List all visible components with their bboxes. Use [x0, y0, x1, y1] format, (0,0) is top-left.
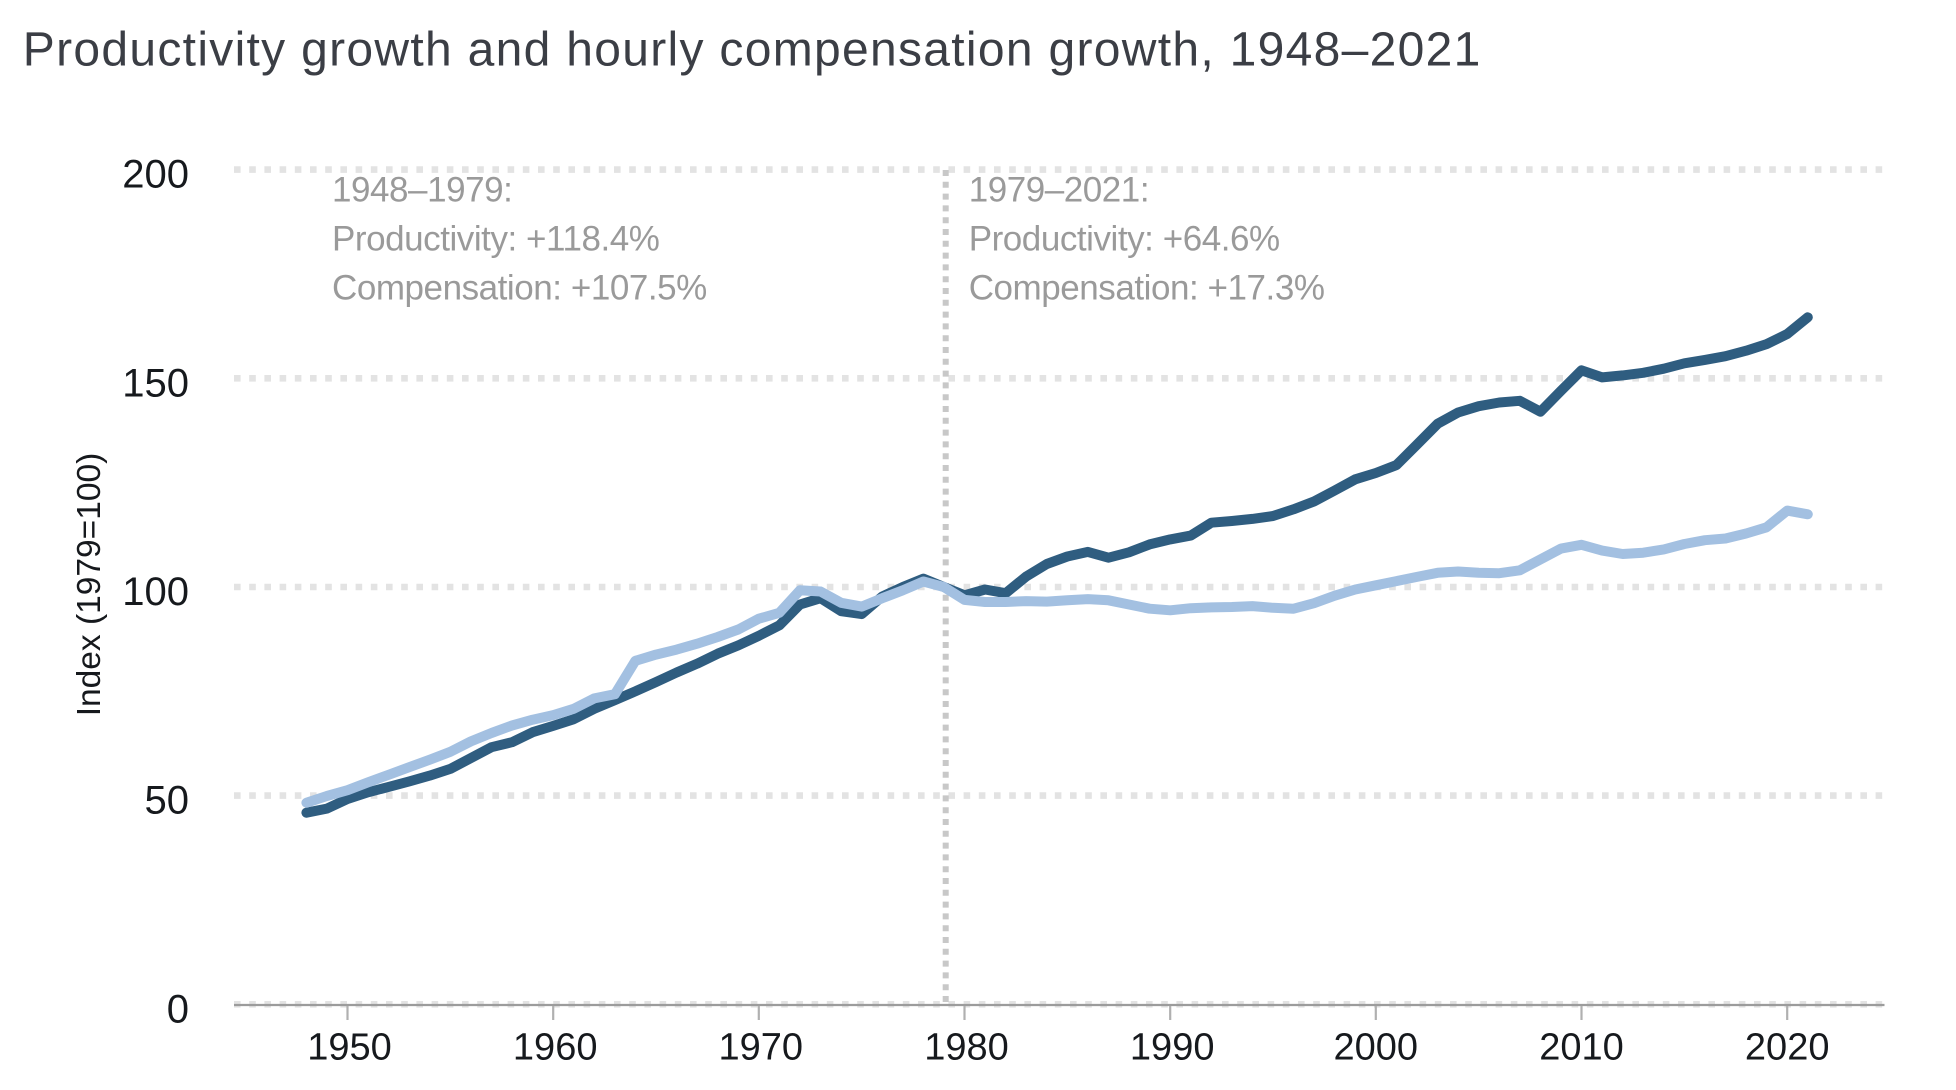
svg-text:Index (1979=100): Index (1979=100)	[71, 453, 108, 717]
svg-text:Compensation: +17.3%: Compensation: +17.3%	[969, 269, 1325, 308]
svg-text:1950: 1950	[307, 1027, 392, 1069]
svg-text:1970: 1970	[719, 1027, 804, 1069]
svg-text:1948–1979:: 1948–1979:	[332, 171, 512, 210]
svg-text:0: 0	[167, 987, 189, 1031]
svg-text:1990: 1990	[1130, 1027, 1215, 1069]
svg-text:150: 150	[122, 361, 189, 405]
svg-text:1960: 1960	[513, 1027, 598, 1069]
svg-text:2020: 2020	[1745, 1027, 1830, 1069]
svg-text:200: 200	[122, 153, 189, 197]
svg-text:Compensation: +107.5%: Compensation: +107.5%	[332, 269, 707, 308]
svg-text:50: 50	[145, 779, 190, 823]
svg-text:Productivity: +64.6%: Productivity: +64.6%	[969, 220, 1280, 259]
svg-text:2010: 2010	[1539, 1027, 1624, 1069]
svg-text:Productivity: +118.4%: Productivity: +118.4%	[332, 220, 659, 259]
svg-text:1979–2021:: 1979–2021:	[969, 171, 1149, 210]
svg-text:Productivity growth and hourly: Productivity growth and hourly compensat…	[23, 23, 1482, 76]
svg-text:2000: 2000	[1334, 1027, 1419, 1069]
svg-text:1980: 1980	[924, 1027, 1009, 1069]
svg-text:100: 100	[122, 570, 189, 614]
